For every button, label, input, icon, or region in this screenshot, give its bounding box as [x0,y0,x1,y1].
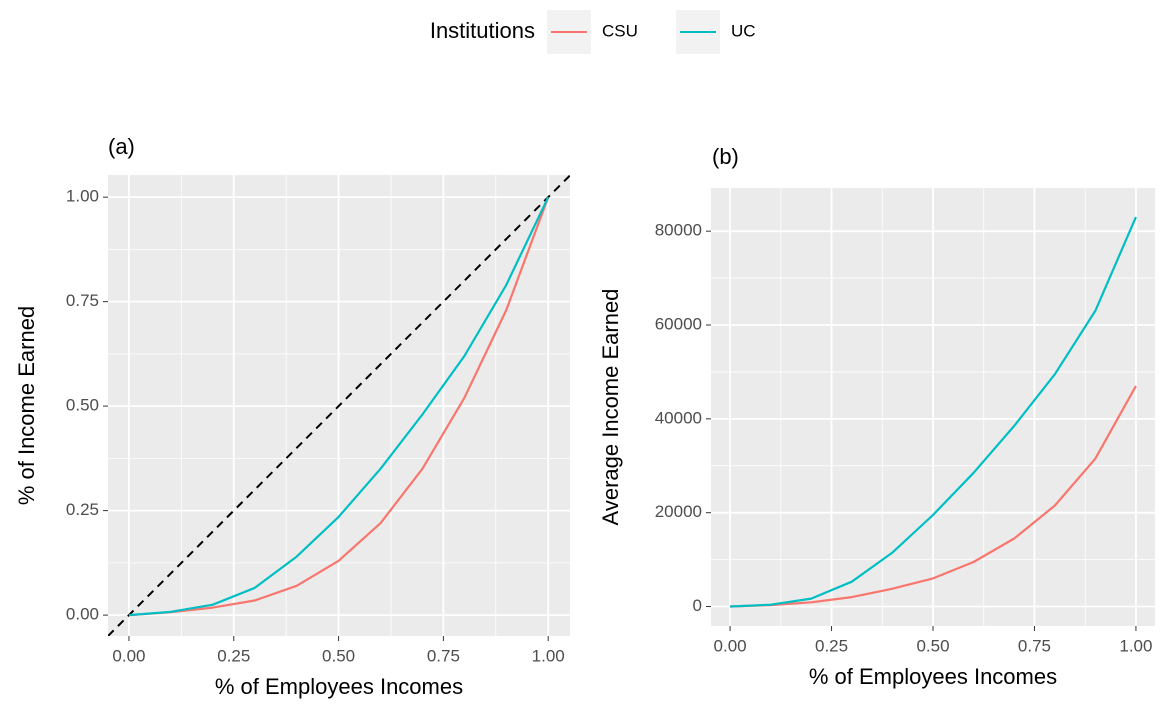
legend-title: Institutions [430,18,535,43]
y-axis-title: Average Income Earned [598,289,623,526]
x-tick-label: 1.00 [532,646,565,665]
x-tick-label: 1.00 [1119,636,1152,655]
x-tick-label: 0.75 [1018,636,1051,655]
series-line [730,216,1137,608]
series-line [128,196,550,617]
y-tick-label: 0.25 [66,500,99,519]
y-tick-label: 0.50 [66,396,99,415]
x-tick-label: 0.00 [714,636,747,655]
series-line [128,196,550,617]
x-tick-label: 0.25 [815,636,848,655]
legend-label: CSU [602,21,638,40]
reference-line [108,175,570,636]
panel-title: (a) [108,134,135,159]
x-axis-title: % of Employees Incomes [809,664,1057,689]
y-tick-label: 80000 [655,221,702,240]
y-axis-title: % of Income Earned [14,306,39,505]
x-tick-label: 0.50 [322,646,355,665]
y-tick-label: 20000 [655,502,702,521]
y-tick-label: 60000 [655,314,702,333]
y-tick-label: 0 [693,596,702,615]
x-axis-title: % of Employees Incomes [215,674,463,699]
legend-label: UC [731,21,756,40]
x-tick-label: 0.00 [112,646,145,665]
y-tick-label: 40000 [655,408,702,427]
y-tick-label: 1.00 [66,187,99,206]
x-tick-label: 0.25 [217,646,250,665]
series-line [730,385,1137,608]
panel-title: (b) [712,144,739,169]
y-tick-label: 0.00 [66,605,99,624]
x-tick-label: 0.75 [427,646,460,665]
x-tick-label: 0.50 [916,636,949,655]
y-tick-label: 0.75 [66,291,99,310]
